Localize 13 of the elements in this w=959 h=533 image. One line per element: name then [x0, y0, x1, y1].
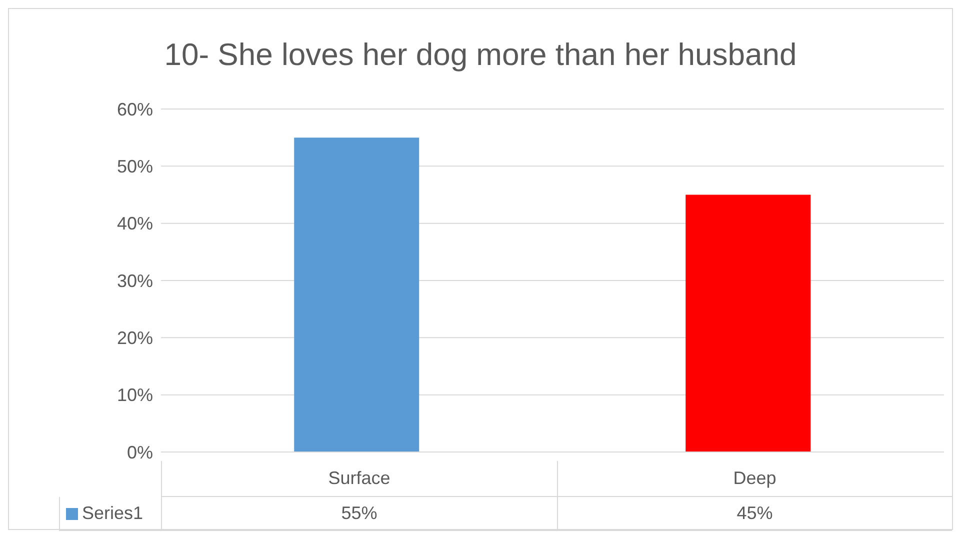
data-label: 55% [161, 497, 556, 531]
y-tick-label: 60% [116, 99, 153, 120]
y-tick-label: 40% [116, 214, 153, 234]
data-label: 45% [556, 497, 952, 531]
y-tick-label: 10% [116, 385, 153, 406]
y-tick-label: 0% [126, 442, 153, 462]
y-tick-label: 20% [116, 328, 153, 348]
chart-title: 10- She loves her dog more than her husband [163, 36, 798, 74]
x-tick-label: Deep [556, 461, 952, 497]
y-tick-label: 30% [116, 270, 153, 291]
legend-label: Series1 [82, 503, 144, 524]
x-tick-label: Surface [161, 461, 556, 497]
y-tick-label: 50% [116, 156, 153, 177]
